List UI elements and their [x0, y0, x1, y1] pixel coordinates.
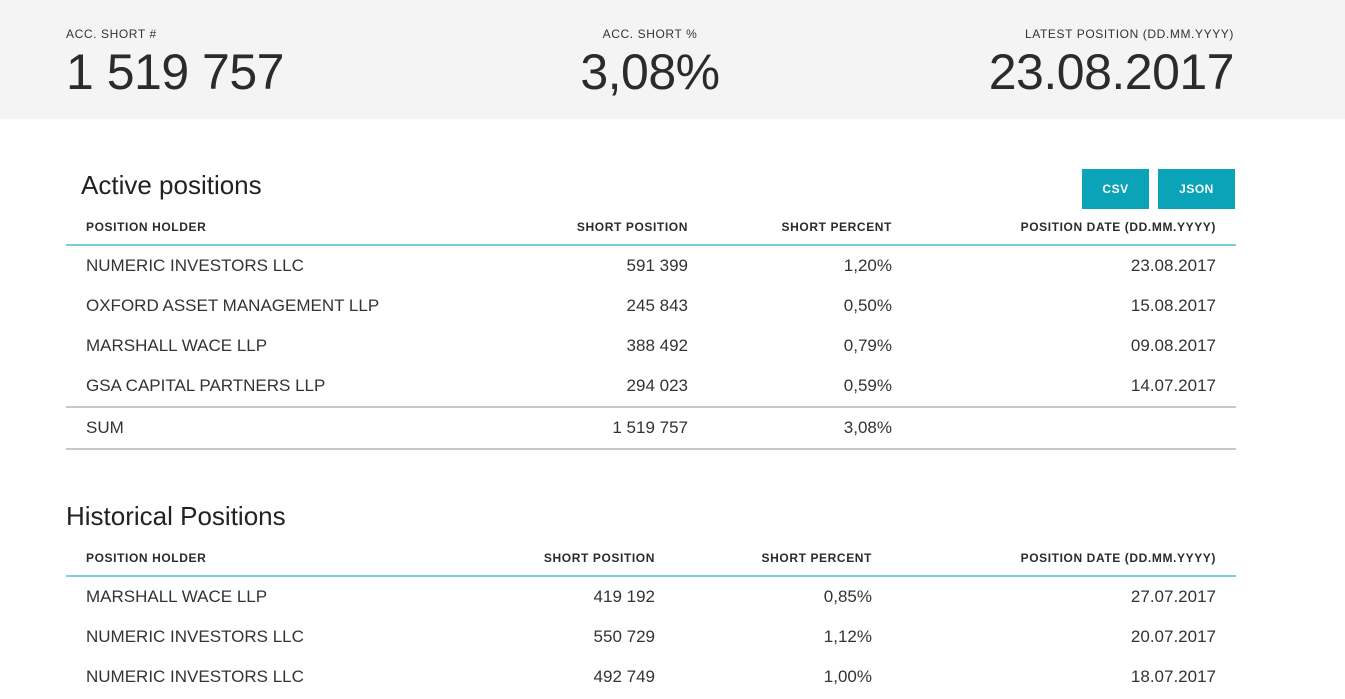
table-row: NUMERIC INVESTORS LLC 550 729 1,12% 20.0… — [66, 617, 1236, 657]
acc-short-percent-stat: ACC. SHORT % 3,08% — [560, 27, 740, 97]
latest-position-label: LATEST POSITION (DD.MM.YYYY) — [1024, 27, 1234, 41]
cell-position-date: 14.07.2017 — [1130, 376, 1216, 395]
column-header-short-percent[interactable]: SHORT PERCENT — [708, 210, 912, 246]
acc-short-percent-value: 3,08% — [580, 44, 720, 100]
cell-short-position: 419 192 — [593, 587, 655, 606]
cell-position-date: 20.07.2017 — [1130, 627, 1216, 646]
sum-short-percent: 3,08% — [708, 406, 912, 450]
cell-short-percent: 0,50% — [843, 296, 892, 315]
sum-label: SUM — [66, 406, 446, 450]
cell-holder: MARSHALL WACE LLP — [86, 336, 268, 355]
acc-short-percent-label: ACC. SHORT % — [602, 27, 698, 41]
cell-short-percent: 1,00% — [823, 667, 872, 686]
sum-short-position: 1 519 757 — [446, 406, 708, 450]
cell-short-position: 591 399 — [626, 256, 688, 275]
cell-short-position: 245 843 — [626, 296, 688, 315]
column-header-holder[interactable]: POSITION HOLDER — [66, 210, 446, 246]
latest-position-stat: LATEST POSITION (DD.MM.YYYY) 23.08.2017 — [988, 27, 1235, 100]
cell-position-date: 15.08.2017 — [1130, 296, 1216, 315]
table-row: MARSHALL WACE LLP 388 492 0,79% 09.08.20… — [66, 326, 1236, 366]
cell-short-percent: 0,59% — [843, 376, 892, 395]
active-positions-table: POSITION HOLDER SHORT POSITION SHORT PER… — [66, 210, 1236, 450]
cell-holder: GSA CAPITAL PARTNERS LLP — [86, 376, 326, 395]
column-header-position-date[interactable]: POSITION DATE (DD.MM.YYYY) — [892, 541, 1236, 577]
column-header-position-date[interactable]: POSITION DATE (DD.MM.YYYY) — [912, 210, 1236, 246]
acc-short-number-stat: ACC. SHORT # 1 519 757 — [66, 27, 284, 97]
historical-positions-table: POSITION HOLDER SHORT POSITION SHORT PER… — [66, 541, 1236, 697]
cell-short-position: 492 749 — [593, 667, 655, 686]
cell-short-position: 550 729 — [593, 627, 655, 646]
active-positions-title: Active positions — [81, 170, 262, 200]
csv-download-button[interactable]: CSV — [1082, 169, 1149, 209]
sum-position-date — [912, 406, 1236, 450]
cell-holder: NUMERIC INVESTORS LLC — [86, 667, 304, 686]
table-header-row: POSITION HOLDER SHORT POSITION SHORT PER… — [66, 541, 1236, 577]
cell-position-date: 27.07.2017 — [1130, 587, 1216, 606]
column-header-short-position[interactable]: SHORT POSITION — [414, 541, 675, 577]
cell-holder: OXFORD ASSET MANAGEMENT LLP — [86, 296, 380, 315]
json-download-button[interactable]: JSON — [1158, 169, 1235, 209]
acc-short-number-value: 1 519 757 — [66, 44, 284, 100]
historical-positions-title: Historical Positions — [66, 501, 286, 531]
cell-holder: NUMERIC INVESTORS LLC — [86, 627, 304, 646]
table-row: MARSHALL WACE LLP 419 192 0,85% 27.07.20… — [66, 576, 1236, 617]
column-header-short-position[interactable]: SHORT POSITION — [446, 210, 708, 246]
column-header-short-percent[interactable]: SHORT PERCENT — [675, 541, 892, 577]
acc-short-number-label: ACC. SHORT # — [66, 27, 157, 41]
cell-holder: NUMERIC INVESTORS LLC — [86, 256, 304, 275]
cell-position-date: 18.07.2017 — [1130, 667, 1216, 686]
cell-position-date: 09.08.2017 — [1130, 336, 1216, 355]
sum-row: SUM 1 519 757 3,08% — [66, 406, 1236, 450]
cell-short-percent: 0,79% — [843, 336, 892, 355]
cell-position-date: 23.08.2017 — [1130, 256, 1216, 275]
cell-short-percent: 0,85% — [823, 587, 872, 606]
table-row: GSA CAPITAL PARTNERS LLP 294 023 0,59% 1… — [66, 366, 1236, 407]
latest-position-value: 23.08.2017 — [988, 44, 1235, 100]
column-header-holder[interactable]: POSITION HOLDER — [66, 541, 414, 577]
table-row: NUMERIC INVESTORS LLC 492 749 1,00% 18.0… — [66, 657, 1236, 697]
cell-short-position: 294 023 — [626, 376, 688, 395]
cell-short-position: 388 492 — [626, 336, 688, 355]
cell-holder: MARSHALL WACE LLP — [86, 587, 268, 606]
table-row: NUMERIC INVESTORS LLC 591 399 1,20% 23.0… — [66, 245, 1236, 286]
cell-short-percent: 1,20% — [843, 256, 892, 275]
table-header-row: POSITION HOLDER SHORT POSITION SHORT PER… — [66, 210, 1236, 246]
summary-bar: ACC. SHORT # 1 519 757 ACC. SHORT % 3,08… — [0, 0, 1345, 119]
cell-short-percent: 1,12% — [823, 627, 872, 646]
table-row: OXFORD ASSET MANAGEMENT LLP 245 843 0,50… — [66, 286, 1236, 326]
